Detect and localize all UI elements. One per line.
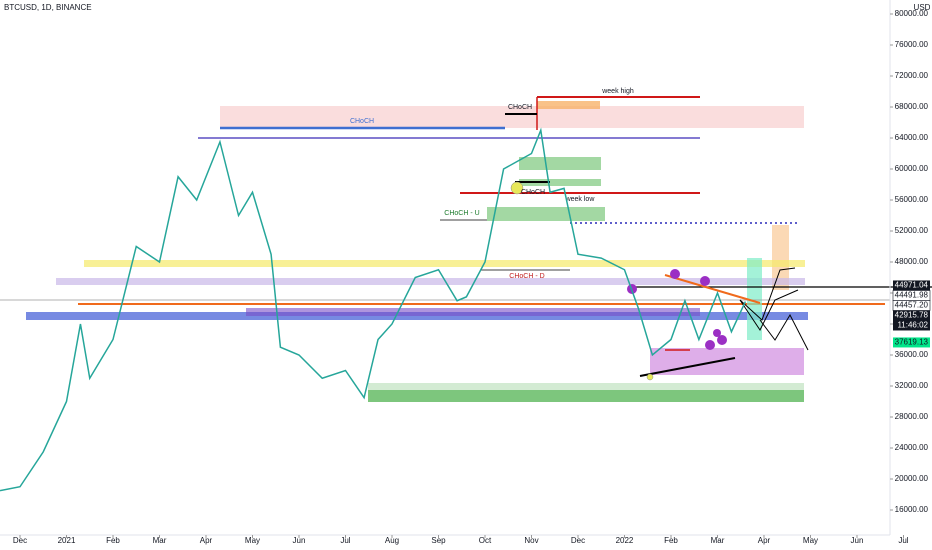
countdown: 11:46:02	[897, 321, 928, 330]
drawings	[0, 96, 932, 402]
x-tick-label: May	[245, 536, 260, 545]
annotation: week high	[601, 88, 634, 95]
x-tick-label: Dec	[571, 536, 585, 545]
y-tick-label: 36000.00	[895, 350, 929, 359]
x-tick-label: Feb	[664, 536, 678, 545]
x-tick-label: May	[803, 536, 818, 545]
annotation: CHoCH - D	[509, 273, 544, 280]
x-tick-label: Apr	[200, 536, 213, 545]
x-tick-label: Mar	[153, 536, 167, 545]
y-tick-label: 56000.00	[895, 195, 929, 204]
annotation: CHoCH	[350, 118, 374, 125]
x-tick-label: Sep	[431, 536, 446, 545]
y-tick-label: 76000.00	[895, 40, 929, 49]
currency: USD	[914, 3, 931, 12]
annotation: CHoCH	[508, 104, 532, 111]
x-tick-label: Jul	[340, 536, 350, 545]
x-tick-label: Jun	[293, 536, 306, 545]
x-tick-label: Feb	[106, 536, 120, 545]
y-tick-label: 20000.00	[895, 474, 929, 483]
y-tick-label: 28000.00	[895, 412, 929, 421]
price-line	[0, 127, 747, 492]
y-tick-label: 68000.00	[895, 102, 929, 111]
y-tick-label: 52000.00	[895, 226, 929, 235]
price-label: 44971.04	[895, 281, 929, 290]
y-tick-label: 32000.00	[895, 381, 929, 390]
x-tick-label: 2022	[616, 536, 634, 545]
price-label: 44491.98	[895, 291, 929, 300]
y-tick-label: 24000.00	[895, 443, 929, 452]
y-tick-label: 16000.00	[895, 505, 929, 514]
price-label-box	[893, 337, 930, 348]
annotation: CHoCH	[521, 189, 545, 196]
y-tick-label: 64000.00	[895, 133, 929, 142]
y-tick-label: 80000.00	[895, 9, 929, 18]
chart-title: BTCUSD, 1D, BINANCE	[4, 3, 92, 12]
x-tick-label: Jun	[851, 536, 864, 545]
x-tick-label: 2021	[58, 536, 76, 545]
x-tick-label: Aug	[385, 536, 399, 545]
price-label: 44457.20	[895, 301, 929, 310]
annotation: week low	[565, 196, 596, 203]
price-label-box	[893, 310, 930, 331]
price-label-box	[893, 280, 930, 291]
annotation: CHoCH - U	[444, 210, 479, 217]
x-tick-label: Oct	[479, 536, 492, 545]
x-tick-label: Mar	[711, 536, 725, 545]
price-label: 37619.13	[895, 338, 929, 347]
y-tick-label: 60000.00	[895, 164, 929, 173]
price-label: 42915.78	[895, 311, 929, 320]
x-tick-label: Nov	[524, 536, 538, 545]
x-tick-label: Dec	[13, 536, 27, 545]
y-tick-label: 72000.00	[895, 71, 929, 80]
x-tick-label: Jul	[898, 536, 908, 545]
y-tick-label: 48000.00	[895, 257, 929, 266]
x-tick-label: Apr	[758, 536, 771, 545]
